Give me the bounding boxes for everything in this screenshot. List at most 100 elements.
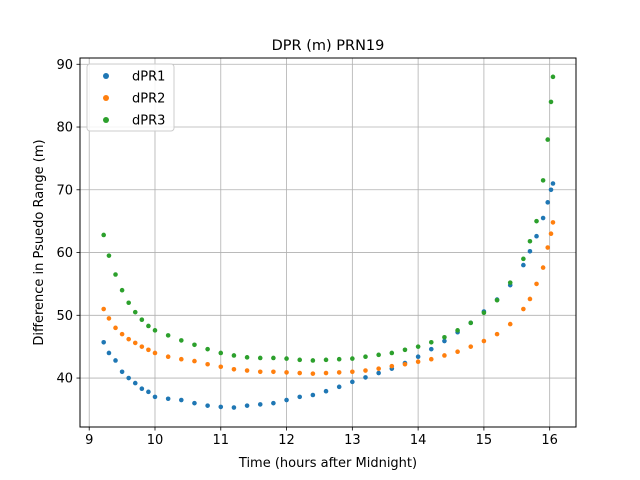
dPR2-point xyxy=(106,316,112,321)
y-tick-label: 60 xyxy=(56,246,73,261)
dPR2-point xyxy=(165,354,171,360)
dPR2-point xyxy=(205,361,210,367)
dPR3-point xyxy=(521,256,526,262)
dPR1-point xyxy=(376,370,381,376)
x-tick-label: 15 xyxy=(476,433,493,448)
dPR3-point xyxy=(271,355,276,361)
dPR1-point xyxy=(244,403,250,408)
dPR2-point xyxy=(139,344,145,349)
dPR1-point xyxy=(545,200,551,205)
x-tick-label: 9 xyxy=(85,433,93,448)
dPR2-point xyxy=(146,347,151,353)
dPR1-point xyxy=(271,400,276,406)
dPR3-point xyxy=(218,350,224,356)
dPR3-point xyxy=(244,355,250,360)
x-axis-label: Time (hours after Midnight) xyxy=(238,456,417,471)
dPR2-point xyxy=(363,368,368,373)
x-tick-label: 16 xyxy=(541,433,558,448)
data-points xyxy=(101,74,556,410)
dPR1-point xyxy=(548,187,554,193)
dPR1-point xyxy=(540,215,546,221)
dPR3-point xyxy=(146,323,151,329)
dPR2-point xyxy=(284,370,289,375)
dPR3-point xyxy=(415,344,421,349)
dPR1-point xyxy=(106,350,112,356)
dPR2-point xyxy=(257,369,263,375)
dPR2-point xyxy=(192,358,197,364)
dPR3-point xyxy=(323,357,329,363)
legend: dPR1 dPR2 dPR3 xyxy=(86,63,175,132)
dPR3-point xyxy=(106,253,112,258)
dPR2-point xyxy=(521,306,526,312)
y-tick-label: 80 xyxy=(56,121,73,136)
dPR1-point xyxy=(428,346,434,352)
grid xyxy=(80,58,576,427)
dPR3-legend-marker xyxy=(103,117,109,123)
dPR2-legend-marker xyxy=(103,95,109,101)
dPR3-point xyxy=(548,99,554,105)
dPR2-point xyxy=(545,245,551,250)
dPR1-point xyxy=(218,404,224,410)
dPR2-point xyxy=(494,331,500,337)
legend-box xyxy=(86,63,175,132)
dPR2-point xyxy=(415,359,421,365)
dPR2-point xyxy=(442,353,447,358)
dPR3-point xyxy=(534,218,539,224)
dPR2-point xyxy=(550,220,556,225)
dPR3-point xyxy=(550,74,556,80)
y-tick-label: 40 xyxy=(56,372,73,387)
dPR3-point xyxy=(179,338,184,343)
dPR1-point xyxy=(192,400,197,406)
dPR3-point xyxy=(284,356,289,361)
dPR3-point xyxy=(455,328,460,333)
dPR1-point xyxy=(152,394,158,400)
dPR1-point xyxy=(323,388,329,394)
dPR2-point xyxy=(297,370,303,376)
dPR3-point xyxy=(152,328,158,333)
dPR2-point xyxy=(152,350,158,356)
dPR2-point xyxy=(540,265,546,270)
dPR3-point xyxy=(231,353,237,358)
dPR3-point xyxy=(119,287,125,293)
y-tick-label: 90 xyxy=(56,58,73,73)
dPR2-point xyxy=(548,231,554,237)
dPR1-legend-marker xyxy=(103,73,109,79)
dPR1-point xyxy=(126,375,131,381)
dPR1-point xyxy=(139,386,145,392)
dPR2-point xyxy=(428,356,434,362)
dPR3-point xyxy=(126,300,131,306)
dPR2-point xyxy=(402,361,408,367)
dPR1-point xyxy=(146,389,151,395)
dPR2-point xyxy=(507,321,513,327)
dPR3-point xyxy=(336,356,342,362)
dPR1-point xyxy=(527,248,533,254)
x-tick-label: 13 xyxy=(344,433,361,448)
dPR3-point xyxy=(165,333,171,338)
dPR3-point xyxy=(297,357,303,363)
dPR2-point xyxy=(376,366,381,371)
dPR3-legend-label: dPR3 xyxy=(132,114,165,129)
dPR2-point xyxy=(481,338,487,344)
dPR3-point xyxy=(540,178,546,183)
dPR3-point xyxy=(376,352,381,358)
dPR3-series xyxy=(101,74,556,363)
dPR3-point xyxy=(139,317,145,322)
dPR1-point xyxy=(165,396,171,402)
dPR1-point xyxy=(297,394,303,400)
dPR2-point xyxy=(113,325,118,331)
dPR2-point xyxy=(119,331,125,337)
dPR3-point xyxy=(428,339,434,345)
dPR2-point xyxy=(101,306,106,312)
dPR2-point xyxy=(323,370,329,376)
dPR3-point xyxy=(527,238,533,244)
dPR1-legend-label: dPR1 xyxy=(132,70,165,85)
dPR3-point xyxy=(468,320,474,326)
chart-title: DPR (m) PRN19 xyxy=(272,38,385,54)
dPR1-point xyxy=(101,339,106,345)
dPR1-point xyxy=(119,369,125,375)
dPR1-point xyxy=(415,354,421,360)
dPR2-point xyxy=(126,336,131,342)
dPR1-point xyxy=(350,379,355,385)
y-tick-label: 50 xyxy=(56,309,73,324)
